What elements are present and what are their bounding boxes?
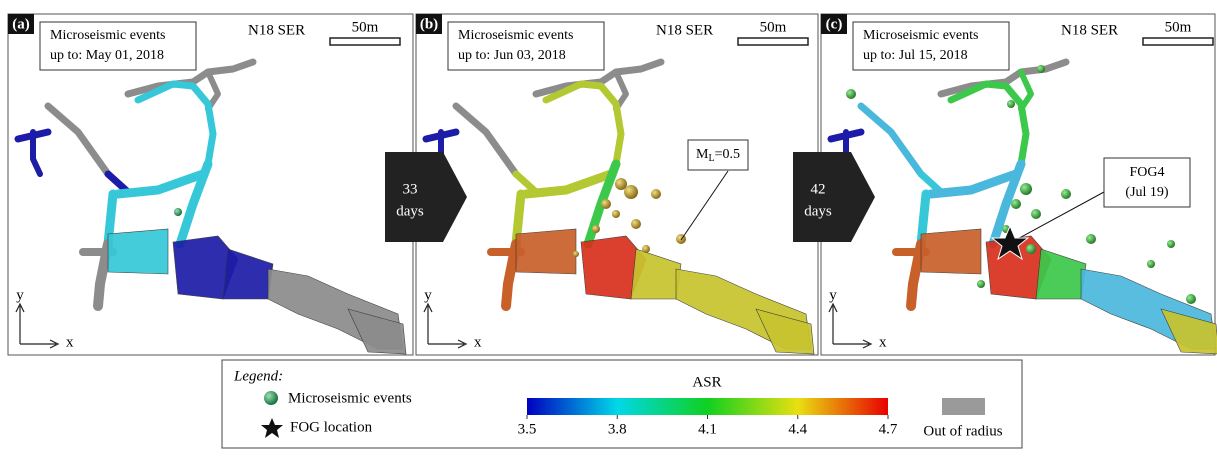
colorbar-tick-label: 4.7 bbox=[879, 421, 898, 437]
axis-y-label: y bbox=[16, 287, 24, 303]
tunnel-block bbox=[921, 229, 981, 274]
event bbox=[612, 210, 620, 218]
colorbar-tick-label: 4.4 bbox=[788, 421, 807, 437]
caption-line: up to: Jul 15, 2018 bbox=[863, 48, 968, 63]
event bbox=[1020, 183, 1032, 195]
tunnel-block bbox=[516, 229, 576, 274]
legend-events: Microseismic events bbox=[288, 390, 412, 406]
time-number: 42 bbox=[811, 181, 826, 197]
time-unit: days bbox=[804, 203, 832, 219]
colorbar bbox=[527, 398, 888, 415]
out-of-radius-swatch bbox=[942, 398, 985, 415]
scale-bar bbox=[330, 38, 400, 45]
caption-line: Microseismic events bbox=[458, 28, 573, 43]
event bbox=[1061, 189, 1071, 199]
event bbox=[1031, 209, 1041, 219]
colorbar-tick-label: 3.5 bbox=[518, 421, 537, 437]
event bbox=[624, 185, 638, 199]
event bbox=[1167, 240, 1175, 248]
site-label: N18 SER bbox=[248, 22, 305, 38]
time-unit: days bbox=[396, 203, 424, 219]
event bbox=[631, 219, 641, 229]
axis-x-label: x bbox=[474, 334, 482, 350]
panel-label: (a) bbox=[12, 16, 30, 32]
scale-label: 50m bbox=[1165, 19, 1192, 35]
scale-label: 50m bbox=[760, 19, 787, 35]
site-label: N18 SER bbox=[656, 22, 713, 38]
fog-name: FOG4 bbox=[1129, 165, 1164, 180]
caption-line: up to: May 01, 2018 bbox=[50, 48, 164, 63]
magnitude-symbol: M bbox=[696, 147, 709, 162]
scale-bar bbox=[738, 38, 808, 45]
legend-title: Legend: bbox=[233, 368, 283, 384]
magnitude-value: =0.5 bbox=[715, 147, 740, 162]
legend-out-of-radius: Out of radius bbox=[923, 423, 1002, 439]
caption-line: Microseismic events bbox=[863, 28, 978, 43]
colorbar-tick-label: 4.1 bbox=[698, 421, 717, 437]
legend-fog: FOG location bbox=[290, 419, 373, 435]
event bbox=[1007, 100, 1015, 108]
time-number: 33 bbox=[403, 181, 418, 197]
axis-x-label: x bbox=[879, 334, 887, 350]
colorbar-title: ASR bbox=[692, 374, 721, 390]
event bbox=[1086, 234, 1096, 244]
caption-line: up to: Jun 03, 2018 bbox=[458, 48, 566, 63]
panel: (b) Microseismic events up to: Jun 03, 201… bbox=[416, 14, 818, 355]
event bbox=[592, 225, 600, 233]
caption-line: Microseismic events bbox=[50, 28, 165, 43]
tunnel-block bbox=[108, 229, 168, 274]
event bbox=[1147, 260, 1155, 268]
axis-y-label: y bbox=[829, 287, 837, 303]
event bbox=[977, 280, 985, 288]
axis-x-label: x bbox=[66, 334, 74, 350]
event bbox=[174, 208, 182, 216]
colorbar-tick-label: 3.8 bbox=[608, 421, 627, 437]
panel-label: (b) bbox=[420, 16, 438, 32]
panel: (a) Microseismic events up to: May 01, 201… bbox=[8, 14, 413, 355]
event bbox=[846, 89, 856, 99]
scale-label: 50m bbox=[352, 19, 379, 35]
event bbox=[573, 251, 579, 257]
panel-label: (c) bbox=[826, 16, 843, 32]
event bbox=[1011, 199, 1021, 209]
event bbox=[642, 245, 650, 253]
axis-y-label: y bbox=[424, 287, 432, 303]
fog-date: (Jul 19) bbox=[1125, 185, 1169, 200]
event-icon bbox=[264, 391, 278, 405]
event bbox=[1037, 65, 1045, 73]
event bbox=[1026, 244, 1036, 254]
scale-bar bbox=[1143, 38, 1213, 45]
magnitude-text: ML=0.5 bbox=[696, 147, 740, 164]
figure: (a) Microseismic events up to: May 01, 201… bbox=[0, 0, 1217, 453]
event bbox=[601, 199, 611, 209]
site-label: N18 SER bbox=[1061, 22, 1118, 38]
event bbox=[651, 189, 661, 199]
event bbox=[1186, 294, 1196, 304]
